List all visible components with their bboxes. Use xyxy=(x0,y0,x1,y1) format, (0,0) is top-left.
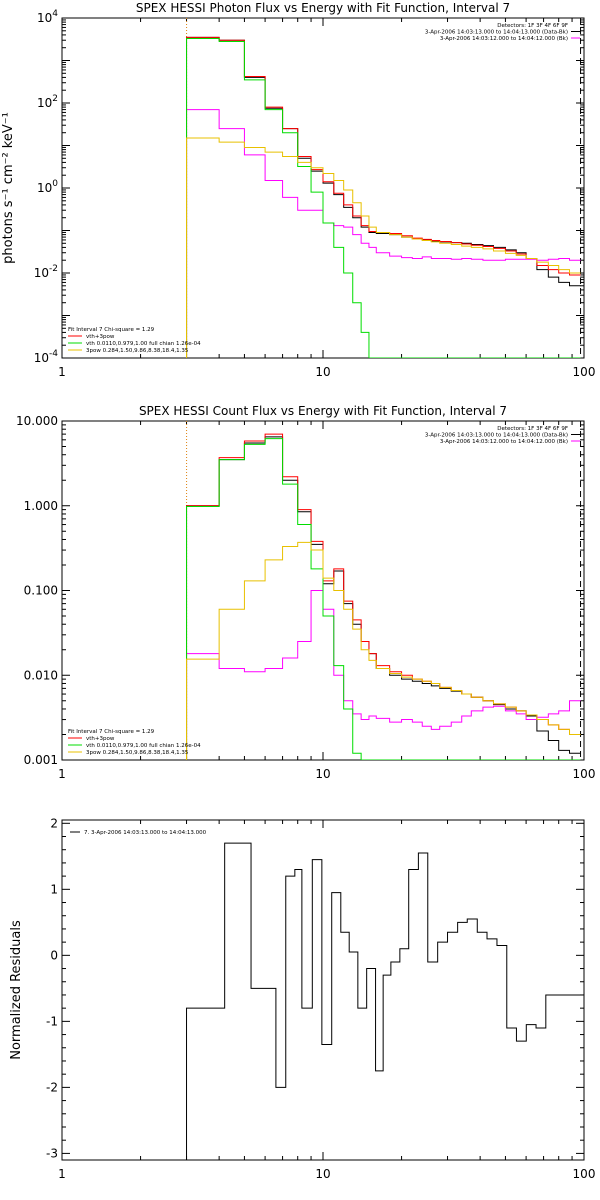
y-tick-label: 10-2 xyxy=(34,264,58,280)
chart-title: SPEX HESSI Photon Flux vs Energy with Fi… xyxy=(136,1,510,15)
legend-top-left: 7. 3-Apr-2006 14:03:13.000 to 14:04:13.0… xyxy=(70,830,207,836)
series-group xyxy=(186,433,581,760)
y-tick-label: 1.000 xyxy=(24,499,58,513)
y-axis-label: Normalized Residuals xyxy=(9,920,24,1060)
y-tick-label: 10.000 xyxy=(16,414,58,428)
y-tick-label: 10-4 xyxy=(34,349,59,365)
series-3pow-line xyxy=(186,541,581,760)
chart-title: SPEX HESSI Count Flux vs Energy with Fit… xyxy=(139,404,507,418)
y-tick-label: 102 xyxy=(37,94,58,110)
series-3pow-line xyxy=(186,137,581,358)
y-tick-label: -3 xyxy=(46,1146,58,1160)
y-tick-label: 104 xyxy=(37,9,58,25)
x-axis: 1 10 100 xyxy=(58,421,595,781)
legend-entry: 3-Apr-2006 14:03:13.000 to 14:04:13.000 … xyxy=(425,433,568,439)
legend-entry: vth 0.0110,0.979,1.00 full chian 1.26e-0… xyxy=(86,743,201,749)
series-residuals-line xyxy=(186,842,583,1160)
series-bk-line xyxy=(186,590,581,760)
legend-entry: vth+3pow xyxy=(86,736,115,742)
y-tick-label: 0 xyxy=(50,948,58,962)
chart-2: SPEX HESSI Count Flux vs Energy with Fit… xyxy=(16,404,595,781)
series-group xyxy=(186,36,581,358)
x-tick-label: 1 xyxy=(58,1167,66,1181)
y-axis-label: photons s⁻¹ cm⁻² keV⁻¹ xyxy=(1,112,16,264)
y-tick-label: -1 xyxy=(46,1014,58,1028)
x-tick-label: 100 xyxy=(573,767,596,781)
x-tick-label: 1 xyxy=(58,365,66,379)
series-group xyxy=(186,842,583,1160)
legend-entry: vth+3pow xyxy=(86,334,115,340)
series-data-bk-line xyxy=(186,436,581,760)
x-axis: 1 10 100 xyxy=(58,18,595,379)
series-vth-line xyxy=(186,438,581,760)
chart-1: SPEX HESSI Photon Flux vs Energy with Fi… xyxy=(1,1,595,379)
x-tick-label: 100 xyxy=(573,1167,596,1181)
legend-entry: Detectors: 1F 3F 4F 6F 9F xyxy=(497,23,568,29)
x-tick-label: 10 xyxy=(315,767,330,781)
legend-entry: vth 0.0110,0.979,1.00 full chian 1.26e-0… xyxy=(86,341,201,347)
x-tick-label: 1 xyxy=(58,767,66,781)
legend-entry: 7. 3-Apr-2006 14:03:13.000 to 14:04:13.0… xyxy=(84,830,207,836)
legend-bottom-left: Fit Interval 7 Chi-square = 1.29vth+3pow… xyxy=(68,327,201,354)
legend-entry: 3-Apr-2006 14:03:12.000 to 14:04:12.000 … xyxy=(440,439,568,445)
y-axis: 10-4 10-2 100 102 104 xyxy=(34,9,584,365)
plot-frame xyxy=(61,17,585,359)
y-axis: -3 -2 -1 0 1 2 xyxy=(46,816,584,1160)
x-axis: 1 10 100 xyxy=(58,820,595,1181)
y-tick-label: 0.001 xyxy=(24,753,58,767)
y-axis: 0.001 0.010 0.100 1.000 10.000 xyxy=(16,414,584,767)
y-tick-label: 1 xyxy=(50,882,58,896)
series-vth-line xyxy=(186,37,581,358)
series-vth-3pow-line xyxy=(186,36,581,358)
legend-entry: Detectors: 1F 3F 4F 6F 9F xyxy=(497,426,568,432)
y-tick-label: 0.010 xyxy=(24,668,58,682)
legend-bottom-left: Fit Interval 7 Chi-square = 1.29vth+3pow… xyxy=(68,729,201,756)
x-tick-label: 10 xyxy=(315,1167,330,1181)
series-bk-line xyxy=(186,109,581,358)
legend-entry: 3pow 0.284,1.50,9.86,8.38,18.4,1.35 xyxy=(86,750,189,756)
y-tick-label: 0.100 xyxy=(24,584,58,598)
legend-entry: 3-Apr-2006 14:03:13.000 to 14:04:13.000 … xyxy=(425,30,568,36)
legend-top-right: Detectors: 1F 3F 4F 6F 9F3-Apr-2006 14:0… xyxy=(425,426,580,445)
legend-entry: 3pow 0.284,1.50,9.86,8.38,18.4,1.35 xyxy=(86,348,189,354)
series-data-bk-line xyxy=(186,36,581,358)
x-tick-label: 10 xyxy=(315,365,330,379)
legend-top-right: Detectors: 1F 3F 4F 6F 9F3-Apr-2006 14:0… xyxy=(425,23,580,42)
plot-frame xyxy=(61,819,585,1161)
y-tick-label: 2 xyxy=(50,816,58,830)
legend-entry: Fit Interval 7 Chi-square = 1.29 xyxy=(68,729,155,735)
legend-entry: 3-Apr-2006 14:03:12.000 to 14:04:12.000 … xyxy=(440,36,568,42)
x-tick-label: 100 xyxy=(573,365,596,379)
y-tick-label: -2 xyxy=(46,1080,58,1094)
y-tick-label: 100 xyxy=(37,179,58,195)
legend-entry: Fit Interval 7 Chi-square = 1.29 xyxy=(68,327,155,333)
chart-3: 1 10 100 -3 -2 -1 0 1 2 Normalized Residuals 7. 3-… xyxy=(9,816,595,1181)
